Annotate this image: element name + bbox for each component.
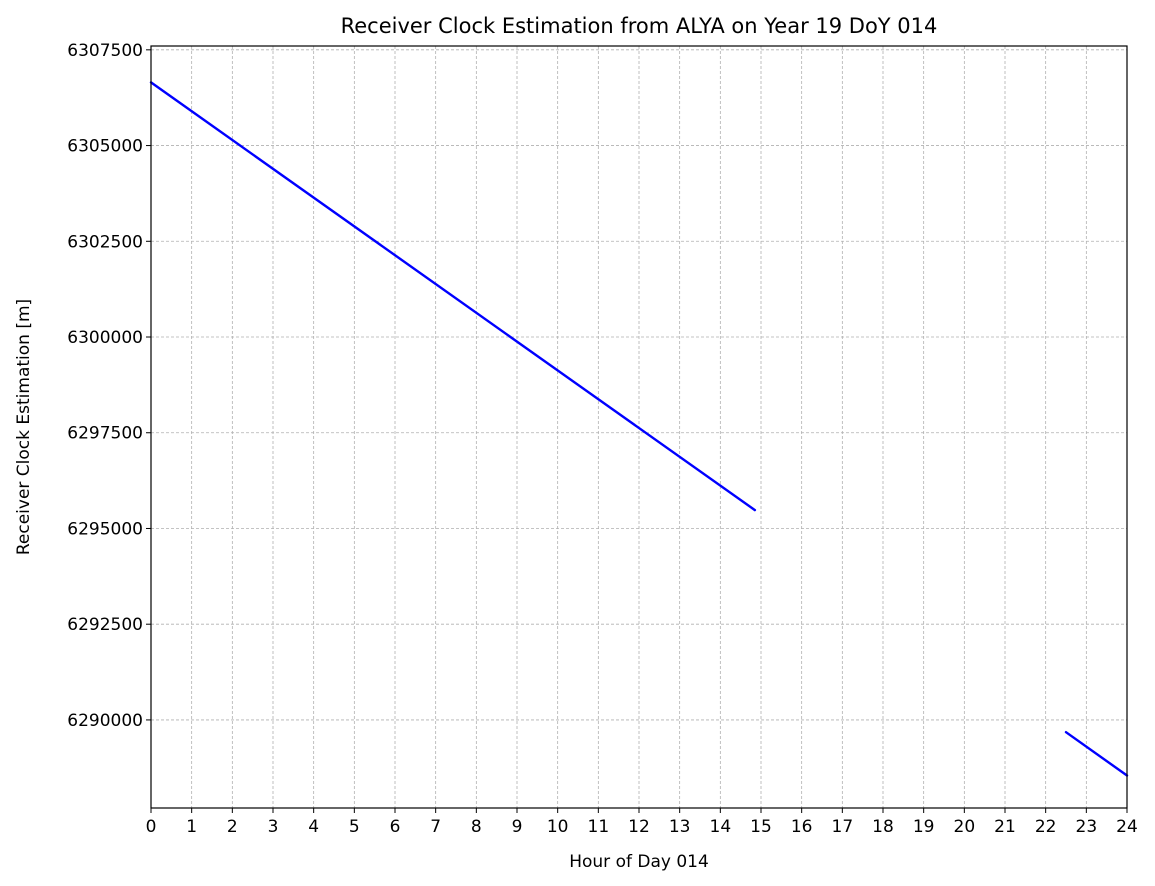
x-tick-label: 24 <box>1116 817 1138 837</box>
x-tick-label: 2 <box>227 817 238 837</box>
x-axis: 0 1 2 3 4 5 6 7 8 9 10 11 12 13 14 15 16 17 18 19 20 21 22 23 24 <box>146 808 1138 837</box>
x-tick-label: 5 <box>349 817 360 837</box>
y-tick-label: 6307500 <box>67 41 143 61</box>
series-line-segment <box>149 81 757 512</box>
y-tick-label: 6300000 <box>67 328 143 348</box>
x-tick-label: 12 <box>628 817 650 837</box>
x-tick-label: 1 <box>186 817 197 837</box>
x-tick-label: 7 <box>430 817 441 837</box>
x-tick-label: 22 <box>1035 817 1057 837</box>
x-tick-label: 0 <box>146 817 157 837</box>
x-tick-label: 21 <box>994 817 1016 837</box>
y-tick-label: 6302500 <box>67 232 143 252</box>
series-line-segment <box>1064 731 1129 777</box>
x-tick-label: 23 <box>1076 817 1098 837</box>
y-axis: 6290000 6292500 6295000 6297500 6300000 63025… <box>67 41 151 731</box>
x-tick-label: 19 <box>913 817 935 837</box>
y-tick-label: 6292500 <box>67 615 143 635</box>
x-tick-label: 15 <box>750 817 772 837</box>
x-tick-label: 6 <box>390 817 401 837</box>
x-tick-label: 10 <box>547 817 569 837</box>
x-axis-title: Hour of Day 014 <box>569 852 709 872</box>
x-tick-label: 4 <box>308 817 319 837</box>
chart-title: Receiver Clock Estimation from ALYA on Y… <box>341 14 938 38</box>
x-tick-label: 8 <box>471 817 482 837</box>
x-tick-label: 18 <box>872 817 894 837</box>
x-tick-label: 11 <box>588 817 610 837</box>
y-tick-label: 6297500 <box>67 424 143 444</box>
y-tick-label: 6295000 <box>67 519 143 539</box>
x-tick-label: 9 <box>512 817 523 837</box>
x-tick-label: 16 <box>791 817 813 837</box>
x-tick-label: 17 <box>832 817 854 837</box>
y-axis-title: Receiver Clock Estimation [m] <box>14 299 34 555</box>
plot-lines <box>149 81 1129 777</box>
y-tick-label: 6290000 <box>67 711 143 731</box>
x-tick-label: 14 <box>710 817 732 837</box>
x-tick-label: 13 <box>669 817 691 837</box>
y-tick-label: 6305000 <box>67 137 143 157</box>
x-tick-label: 20 <box>954 817 976 837</box>
x-tick-label: 3 <box>268 817 279 837</box>
